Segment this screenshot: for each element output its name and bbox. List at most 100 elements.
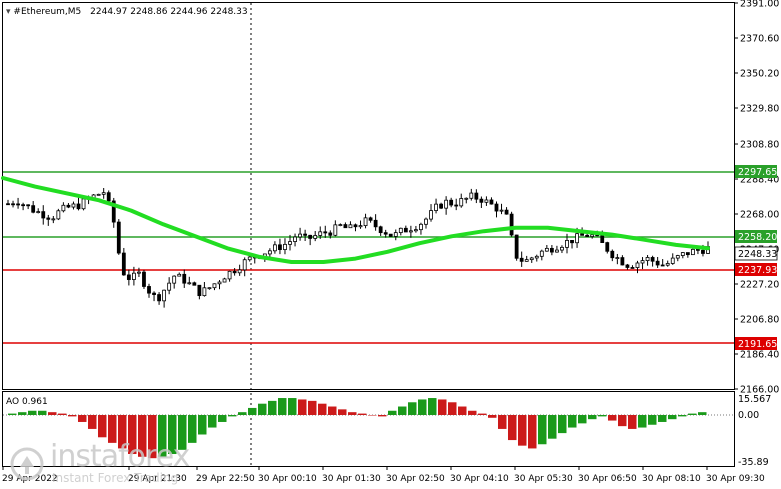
time-tick-label: 30 Apr 00:10 <box>258 474 317 484</box>
ao-bar <box>478 413 487 415</box>
ao-bar <box>348 412 357 415</box>
level-label-bg-3 <box>735 263 777 276</box>
candle-body <box>419 223 423 231</box>
candle-body <box>484 199 489 203</box>
ao-bar <box>268 400 277 415</box>
candle-body <box>131 272 136 280</box>
candle-body <box>524 259 529 262</box>
candle-body <box>504 209 509 215</box>
candle-body <box>635 262 640 268</box>
candle-body <box>308 234 313 239</box>
ao-bar <box>408 402 417 415</box>
candle-body <box>187 282 192 285</box>
ao-bar <box>448 402 457 415</box>
ao-bar <box>198 415 207 435</box>
candle-body <box>494 203 499 212</box>
candle-body <box>101 192 106 195</box>
ao-bar <box>18 412 27 415</box>
candle-body <box>162 289 167 302</box>
candle-body <box>343 224 348 229</box>
ao-bar <box>368 415 377 416</box>
candle-body <box>157 294 161 302</box>
ao-bar <box>498 415 507 429</box>
candle-body <box>126 274 131 280</box>
ao-bar <box>378 415 387 417</box>
ao-bar <box>108 415 117 443</box>
candle-body <box>605 242 610 252</box>
candle-body <box>298 233 302 238</box>
ao-bar <box>458 406 467 415</box>
price-tick-label: 2391.00 <box>740 0 779 10</box>
candle-body <box>434 203 438 211</box>
candle-body <box>660 264 665 267</box>
watermark-text: instaforex Instant Forex Trading <box>50 442 190 486</box>
ao-bar <box>78 415 87 422</box>
candle-body <box>534 255 539 259</box>
candle-body <box>398 227 403 234</box>
ao-bar <box>358 413 367 415</box>
ao-bar <box>678 415 687 417</box>
time-tick-label: 30 Apr 06:50 <box>578 474 637 484</box>
candle-body <box>570 239 574 244</box>
ao-bar <box>398 406 407 415</box>
candle-body <box>6 203 10 206</box>
ao-bar <box>248 407 257 415</box>
ao-bar <box>128 415 137 455</box>
level-label-bg-2 <box>735 230 777 243</box>
candle-body <box>383 232 388 235</box>
ao-bar <box>618 415 627 427</box>
ao-bar <box>208 415 217 428</box>
ao-bar <box>48 412 57 415</box>
candle-body <box>645 257 650 262</box>
candle-body <box>111 200 116 223</box>
candle-body <box>26 204 31 207</box>
candle-body <box>11 203 15 206</box>
candle-body <box>348 224 353 229</box>
candle-body <box>278 244 282 250</box>
candle-body <box>690 248 695 256</box>
ao-bar <box>328 406 337 415</box>
candle-body <box>51 218 56 221</box>
moving-average-line <box>1 176 710 264</box>
ao-histogram <box>8 398 707 459</box>
price-tick-label: 2370.60 <box>740 33 779 44</box>
ao-bar <box>58 413 67 415</box>
level-label-bg-1 <box>735 165 777 178</box>
ao-bar <box>118 415 127 449</box>
candle-body <box>680 252 685 256</box>
ao-bar <box>238 412 247 415</box>
ao-bar <box>488 415 497 418</box>
candle-body <box>489 199 494 205</box>
candle-body <box>207 287 212 290</box>
level-label-bg-4 <box>735 337 777 350</box>
ao-bar <box>178 415 187 450</box>
candle-body <box>560 246 564 251</box>
candle-body <box>147 286 151 294</box>
candle-body <box>388 233 393 237</box>
price-axis: 2391.00 2370.60 2350.20 2329.80 2308.80 2288.… <box>734 0 779 396</box>
candle-body <box>469 192 474 199</box>
ohlc-values: 2244.97 2248.86 2244.96 2248.33 <box>90 7 247 17</box>
candle-body <box>328 232 333 236</box>
candle-body <box>202 287 207 297</box>
candle-body <box>393 232 398 237</box>
ao-bar <box>228 415 237 417</box>
candle-body <box>696 248 700 251</box>
ao-bar <box>508 415 517 441</box>
candle-body <box>56 210 61 220</box>
price-panel-frame <box>2 2 735 390</box>
candle-body <box>575 233 579 244</box>
ao-bar <box>548 415 557 439</box>
ao-bar <box>638 415 647 428</box>
ao-bar <box>438 399 447 415</box>
price-tick-label: 2166.00 <box>740 385 779 396</box>
ao-indicator-label: AO 0.961 <box>6 397 48 407</box>
candle-body <box>701 249 705 254</box>
level-labels: 2297.65 2258.20 2248.33 2237.93 2191.65 <box>734 165 778 350</box>
candle-body <box>373 219 378 228</box>
candle-body <box>293 236 297 242</box>
ao-bar <box>338 409 347 415</box>
candle-body <box>449 199 454 206</box>
price-tick-label: 2186.40 <box>740 350 779 361</box>
